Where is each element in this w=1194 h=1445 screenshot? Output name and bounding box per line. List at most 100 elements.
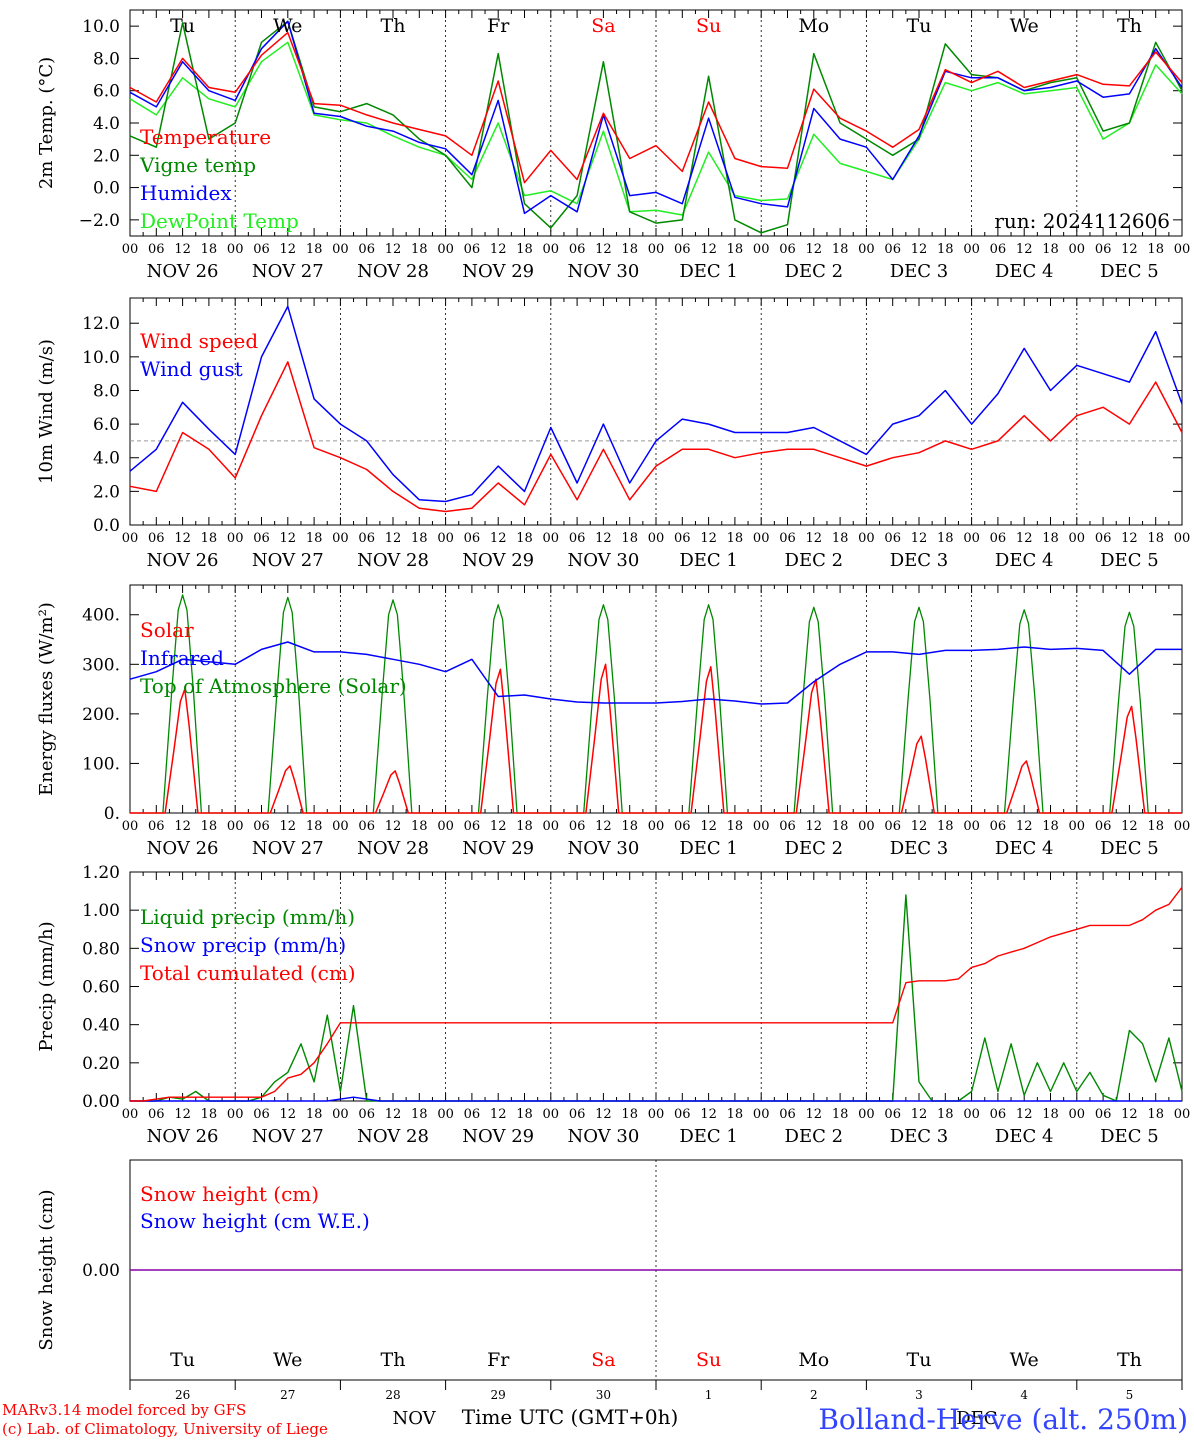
date-label: DEC 5: [1100, 838, 1159, 859]
date-label: NOV 30: [567, 550, 639, 571]
hour-tick-label: 00: [543, 242, 560, 257]
hour-tick-label: 18: [411, 819, 428, 834]
y-axis-label: Energy fluxes (W/m²): [36, 602, 57, 796]
hour-tick-label: 12: [700, 819, 717, 834]
date-label: NOV 26: [147, 261, 219, 282]
series-line: [129, 305, 1183, 503]
hour-tick-label: 00: [543, 1107, 560, 1122]
date-label: NOV 28: [357, 838, 429, 859]
hour-tick-label: 06: [884, 242, 901, 257]
hour-tick-label: 18: [306, 1107, 323, 1122]
hour-tick-label: 00: [227, 1107, 244, 1122]
infrared-line: [129, 641, 1182, 705]
date-label: NOV 27: [252, 1126, 324, 1147]
legend-entry: Snow height (cm W.E.): [140, 1209, 370, 1233]
hour-tick-label: 18: [832, 531, 849, 546]
date-label: NOV 26: [147, 550, 219, 571]
solar-day: [866, 735, 972, 814]
hour-tick-label: 18: [201, 819, 218, 834]
weekday-label: Mo: [798, 15, 829, 37]
hour-tick-label: 00: [227, 242, 244, 257]
hour-tick-label: 12: [911, 819, 928, 834]
hour-tick-label: 06: [569, 1107, 586, 1122]
credit-line-2: (c) Lab. of Climatology, University of L…: [2, 1420, 328, 1438]
weekday-label: Th: [381, 1349, 406, 1371]
hour-tick-label: 00: [648, 242, 665, 257]
day-number: 28: [385, 1388, 400, 1402]
legend-entry: Wind speed: [140, 329, 258, 353]
hour-tick-label: 00: [332, 531, 349, 546]
y-axis-label: 10m Wind (m/s): [36, 339, 57, 484]
hour-tick-label: 12: [280, 531, 297, 546]
hour-tick-label: 00: [858, 819, 875, 834]
hour-tick-label: 12: [490, 819, 507, 834]
time-axis-title: Time UTC (GMT+0h): [462, 1405, 679, 1429]
day-number: 2: [810, 1388, 818, 1402]
hour-tick-label: 12: [1121, 242, 1138, 257]
hour-tick-label: 12: [1121, 1107, 1138, 1122]
weekday-label: We: [273, 1349, 302, 1371]
hour-tick-label: 12: [385, 819, 402, 834]
weekday-label: Tu: [907, 1349, 932, 1371]
hour-tick-label: 06: [464, 819, 481, 834]
legend-entry: Infrared: [140, 646, 224, 670]
hour-tick-label: 18: [516, 819, 533, 834]
y-tick-label: 100.: [82, 754, 120, 774]
hour-tick-label: 06: [779, 242, 796, 257]
y-tick-label: 1.00: [82, 901, 120, 921]
date-label: DEC 4: [995, 261, 1054, 282]
day-number: 1: [705, 1388, 713, 1402]
date-label: DEC 1: [679, 838, 738, 859]
hour-tick-label: 06: [990, 819, 1007, 834]
y-tick-label: 6.0: [93, 415, 120, 435]
hour-tick-label: 00: [1069, 531, 1086, 546]
hour-tick-label: 00: [1174, 819, 1191, 834]
date-label: NOV 28: [357, 1126, 429, 1147]
hour-tick-label: 06: [358, 1107, 375, 1122]
hour-tick-label: 06: [884, 1107, 901, 1122]
hour-tick-label: 12: [174, 1107, 191, 1122]
date-label: NOV 30: [567, 1126, 639, 1147]
hour-tick-label: 12: [1016, 1107, 1033, 1122]
date-label: NOV 26: [147, 1126, 219, 1147]
date-label: DEC 4: [995, 550, 1054, 571]
y-tick-label: 0.00: [82, 1092, 120, 1112]
hour-tick-label: 12: [1121, 819, 1138, 834]
series-line: [130, 1096, 1182, 1102]
hour-tick-label: 12: [385, 1107, 402, 1122]
hour-tick-label: 06: [674, 1107, 691, 1122]
day-number: 26: [175, 1388, 190, 1402]
y-tick-label: 300.: [82, 655, 120, 675]
date-label: DEC 1: [679, 550, 738, 571]
hour-tick-label: 06: [464, 1107, 481, 1122]
hour-tick-label: 18: [306, 531, 323, 546]
weekday-label: Su: [696, 1349, 721, 1371]
hour-tick-label: 12: [385, 531, 402, 546]
footer: NOV DEC Time UTC (GMT+0h) MARv3.14 model fo…: [2, 1401, 1188, 1438]
hour-tick-label: 18: [1147, 819, 1164, 834]
weekday-label: We: [273, 15, 302, 37]
date-label: NOV 29: [462, 1126, 534, 1147]
hour-tick-label: 00: [227, 819, 244, 834]
hour-tick-label: 18: [832, 819, 849, 834]
weekday-label: Su: [696, 15, 721, 37]
plot-frame: [129, 297, 1183, 526]
hour-tick-label: 18: [201, 1107, 218, 1122]
hour-tick-label: 00: [332, 242, 349, 257]
hour-tick-label: 00: [1069, 819, 1086, 834]
hour-tick-label: 06: [674, 819, 691, 834]
y-tick-label: 8.0: [93, 381, 120, 401]
day-number: 3: [915, 1388, 923, 1402]
toa-solar-day: [866, 606, 972, 814]
hour-tick-label: 00: [753, 819, 770, 834]
hour-tick-label: 12: [174, 819, 191, 834]
plot-frame: [129, 584, 1183, 814]
hour-tick-label: 00: [963, 242, 980, 257]
hour-tick-label: 00: [963, 531, 980, 546]
hour-tick-label: 12: [1016, 531, 1033, 546]
date-label: NOV 27: [252, 550, 324, 571]
month-label-nov: NOV: [392, 1408, 436, 1429]
hour-tick-label: 00: [648, 531, 665, 546]
weekday-label: Tu: [907, 15, 932, 37]
